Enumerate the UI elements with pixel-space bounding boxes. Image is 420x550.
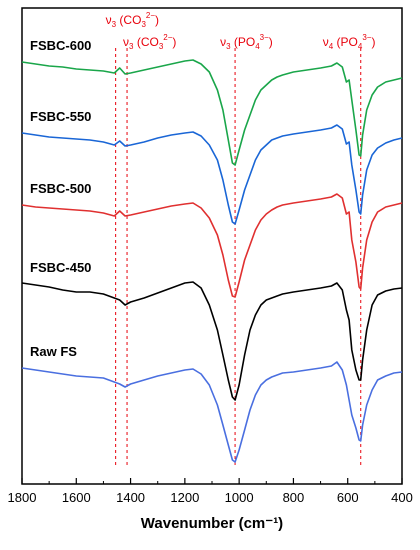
series-label-fsbc-600: FSBC-600 [30,38,91,53]
x-tick-label-1600: 1600 [62,490,91,505]
series-label-fsbc-550: FSBC-550 [30,109,91,124]
x-tick-label-800: 800 [283,490,305,505]
x-tick-label-1400: 1400 [116,490,145,505]
reference-lines [115,48,362,468]
series-label-raw-fs: Raw FS [30,344,77,359]
x-tick-label-600: 600 [337,490,359,505]
series-label-fsbc-500: FSBC-500 [30,181,91,196]
x-axis-title: Wavenumber (cm⁻¹) [141,515,283,532]
series-lines [21,59,403,463]
reference-label-1: ν3 (CO32−) [106,11,159,29]
x-tick-label-1200: 1200 [170,490,199,505]
series-line-fsbc-600 [21,59,403,166]
series-line-raw-fs [21,361,403,463]
x-axis: 1800 1600 1400 1200 1000 800 600 400 [8,478,413,505]
reference-label-2: ν3 (CO32−) [123,33,176,51]
x-tick-label-1800: 1800 [8,490,37,505]
reference-label-3: ν3 (PO43−) [220,33,273,51]
series-line-fsbc-500 [21,193,403,298]
series-label-fsbc-450: FSBC-450 [30,260,91,275]
x-tick-label-400: 400 [391,490,413,505]
reference-labels: ν3 (CO32−) ν3 (CO32−) ν3 (PO43−) ν4 (PO43−) [106,11,376,51]
series-line-fsbc-550 [21,124,403,225]
x-tick-label-1000: 1000 [225,490,254,505]
reference-label-4: ν4 (PO43−) [323,33,376,51]
series-labels: FSBC-600 FSBC-550 FSBC-500 FSBC-450 Raw FS [30,38,91,359]
series-line-fsbc-450 [21,281,403,401]
